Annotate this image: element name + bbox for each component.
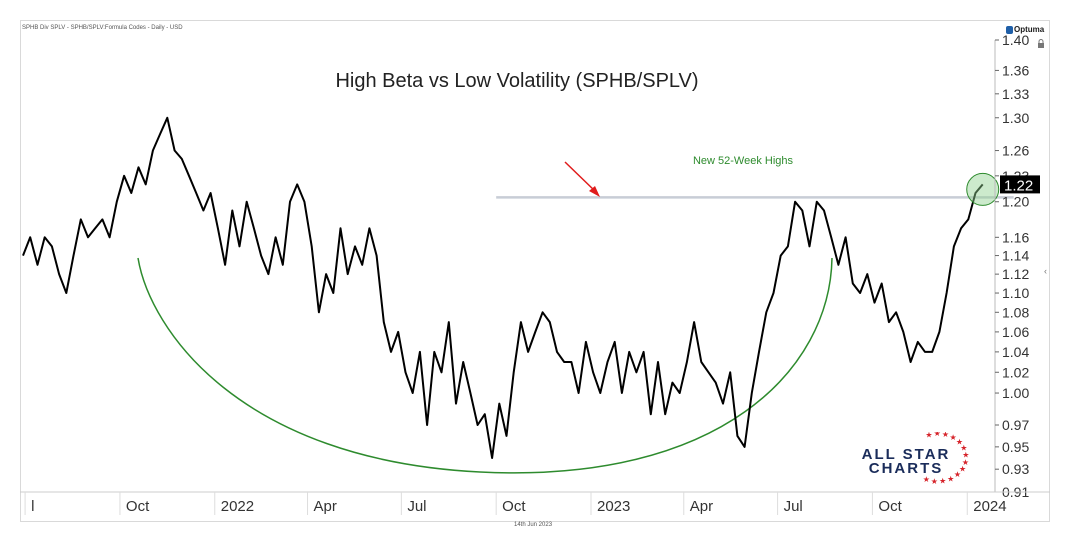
logo-line1: ALL STAR xyxy=(862,446,951,463)
logo-star-icon: ★ xyxy=(923,475,930,484)
logo-star-icon: ★ xyxy=(962,451,969,460)
chart-title: High Beta vs Low Volatility (SPHB/SPLV) xyxy=(335,70,698,92)
y-axis: 1.401.361.331.301.261.231.201.161.141.12… xyxy=(994,32,1040,500)
logo-star-icon: ★ xyxy=(925,432,932,439)
all-star-charts-logo: ★ ★ ★ ★★★★★★★★★★★ ALL STAR CHARTS xyxy=(862,432,970,486)
x-tick-label: Jul xyxy=(784,498,803,515)
logo-star-icon: ★ xyxy=(942,432,949,439)
y-tick-label: 1.06 xyxy=(1002,324,1029,340)
logo-star-icon: ★ xyxy=(931,477,938,486)
optuma-logo: Optuma xyxy=(1006,25,1044,34)
price-series-line xyxy=(22,116,984,459)
x-tick-label: 2023 xyxy=(597,498,630,515)
annotation-layer xyxy=(564,161,1000,206)
annotation-label: New 52-Week Highs xyxy=(693,155,794,167)
y-tick-label: 1.36 xyxy=(1002,62,1029,78)
y-tick-label: 0.97 xyxy=(1002,417,1029,433)
y-tick-label: 1.04 xyxy=(1002,344,1029,360)
y-tick-label: 1.20 xyxy=(1002,194,1029,210)
logo-star-icon: ★ xyxy=(947,474,954,483)
x-tick-label: 2024 xyxy=(973,498,1006,515)
red-arrow-head xyxy=(589,186,600,197)
x-tick-label: Apr xyxy=(690,498,713,515)
x-tick-label: Apr xyxy=(314,498,337,515)
y-tick-label: 1.12 xyxy=(1002,266,1029,282)
logo-star-icon: ★ xyxy=(959,465,966,474)
logo-star-icon: ★ xyxy=(939,477,946,486)
collapse-panel-icon[interactable]: ‹ xyxy=(1044,266,1047,276)
y-tick-label: 1.00 xyxy=(1002,385,1029,401)
x-tick-label: Oct xyxy=(502,498,526,515)
logo-star-icon: ★ xyxy=(962,458,969,467)
current-value-label: 1.22 xyxy=(1004,177,1033,194)
y-tick-label: 0.95 xyxy=(1002,439,1029,455)
y-tick-label: 1.10 xyxy=(1002,285,1029,301)
price-line-layer xyxy=(22,116,984,459)
x-tick-label: Jul xyxy=(407,498,426,515)
highlight-circle xyxy=(966,172,1000,206)
y-tick-label: 1.40 xyxy=(1002,32,1029,48)
chart-frame xyxy=(20,20,1050,522)
x-tick-label: 2022 xyxy=(221,498,254,515)
logo-star-icon: ★ xyxy=(960,444,967,453)
lock-icon[interactable] xyxy=(1037,39,1045,48)
y-tick-label: 1.30 xyxy=(1002,110,1029,126)
x-tick-label: l xyxy=(31,498,34,515)
y-tick-label: 1.08 xyxy=(1002,304,1029,320)
logo-star-icon: ★ xyxy=(956,438,963,447)
current-value-badge xyxy=(1000,175,1040,194)
red-arrow-shaft xyxy=(564,161,597,193)
y-tick-label: 1.14 xyxy=(1002,248,1029,264)
y-tick-label: 0.93 xyxy=(1002,461,1029,477)
y-tick-label: 1.26 xyxy=(1002,143,1029,159)
brand-label: Optuma xyxy=(1014,25,1045,34)
logo-star-icon: ★ xyxy=(934,432,941,438)
y-tick-label: 1.16 xyxy=(1002,229,1029,245)
logo-line2: CHARTS xyxy=(869,460,944,477)
cup-arc-layer xyxy=(137,257,833,474)
x-tick-label: Oct xyxy=(878,498,902,515)
source-label: SPHB Div SPLV - SPHB/SPLV:Formula Codes … xyxy=(22,25,183,31)
x-tick-label: Oct xyxy=(126,498,150,515)
y-tick-label: 1.02 xyxy=(1002,364,1029,380)
logo-star-icon: ★ xyxy=(954,470,961,479)
date-footer: 14th Jun 2023 xyxy=(514,522,553,528)
y-tick-label: 1.33 xyxy=(1002,86,1029,102)
cup-arc xyxy=(137,257,833,474)
x-axis: l Oct 2022 Apr Jul Oct 2023 Apr Jul Oct 2024 xyxy=(20,491,1050,515)
logo-star-icon: ★ xyxy=(950,433,957,442)
